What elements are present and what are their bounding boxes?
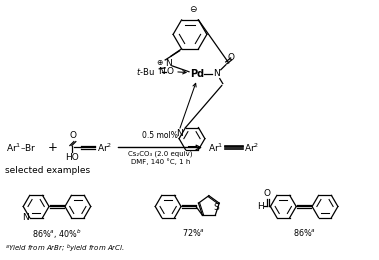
Text: Ar$^2$: Ar$^2$ bbox=[244, 141, 259, 154]
Text: 86%$^{a}$: 86%$^{a}$ bbox=[293, 227, 316, 238]
Text: N: N bbox=[158, 67, 165, 76]
Text: N: N bbox=[22, 213, 29, 222]
Text: Ar$^1$: Ar$^1$ bbox=[208, 141, 223, 154]
Text: S: S bbox=[213, 203, 219, 212]
Text: 0.5 mol%: 0.5 mol% bbox=[142, 131, 178, 140]
Text: selected examples: selected examples bbox=[5, 166, 91, 175]
Text: +: + bbox=[48, 141, 58, 154]
Text: O: O bbox=[264, 189, 271, 198]
Text: Ar$^1$–Br: Ar$^1$–Br bbox=[6, 141, 37, 154]
Text: $t$-Bu: $t$-Bu bbox=[136, 66, 154, 77]
Text: N: N bbox=[165, 59, 172, 68]
Text: HO: HO bbox=[65, 153, 79, 162]
Text: Pd: Pd bbox=[190, 69, 204, 79]
Text: $\ominus$: $\ominus$ bbox=[189, 4, 197, 14]
Text: $^{a}$Yield from ArBr; $^{b}$yield from ArCl.: $^{a}$Yield from ArBr; $^{b}$yield from … bbox=[5, 242, 125, 255]
Text: N: N bbox=[176, 129, 182, 138]
Text: H: H bbox=[257, 202, 263, 211]
Text: $\oplus$: $\oplus$ bbox=[157, 58, 164, 67]
Text: N: N bbox=[213, 69, 220, 78]
Text: O: O bbox=[227, 53, 234, 62]
Text: 86%$^{a}$, 40%$^{b}$: 86%$^{a}$, 40%$^{b}$ bbox=[32, 227, 82, 241]
Text: DMF, 140 °C, 1 h: DMF, 140 °C, 1 h bbox=[130, 158, 190, 165]
Text: O: O bbox=[69, 131, 76, 140]
Text: 72%$^{a}$: 72%$^{a}$ bbox=[182, 227, 205, 238]
Text: O: O bbox=[167, 67, 174, 76]
Text: Ar$^2$: Ar$^2$ bbox=[97, 141, 112, 154]
Text: Cs₂CO₃ (2.0 equiv): Cs₂CO₃ (2.0 equiv) bbox=[128, 151, 193, 157]
